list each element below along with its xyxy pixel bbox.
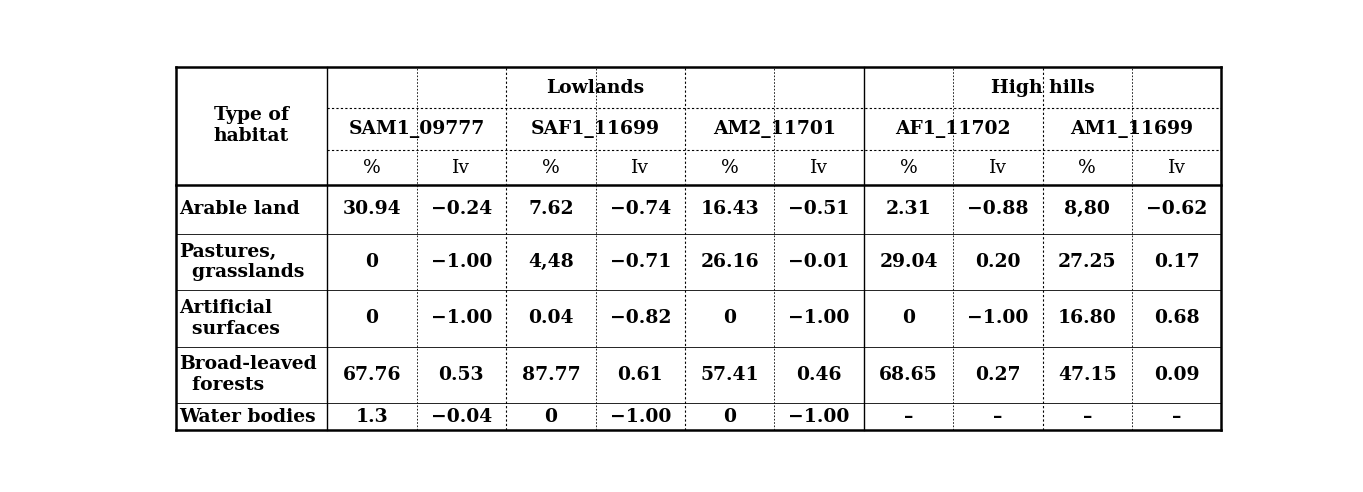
Text: 4,48: 4,48 [527,253,574,271]
Text: 0.53: 0.53 [439,366,484,384]
Text: 30.94: 30.94 [342,200,401,218]
Text: Lowlands: Lowlands [547,79,645,96]
Text: 0.09: 0.09 [1154,366,1199,384]
Text: AM2_11701: AM2_11701 [713,121,836,138]
Text: 0.04: 0.04 [527,309,574,328]
Text: Pastures,
  grasslands: Pastures, grasslands [179,243,304,281]
Text: 29.04: 29.04 [879,253,938,271]
Text: −1.00: −1.00 [431,309,492,328]
Text: 0: 0 [365,309,379,328]
Text: −0.88: −0.88 [968,200,1029,218]
Text: Water bodies: Water bodies [179,408,315,426]
Text: 2.31: 2.31 [886,200,931,218]
Text: %: % [721,158,739,177]
Text: 68.65: 68.65 [879,366,938,384]
Text: Type of
habitat: Type of habitat [214,106,289,145]
Text: −0.04: −0.04 [431,408,492,426]
Text: AM1_11699: AM1_11699 [1070,121,1194,138]
Text: 57.41: 57.41 [701,366,759,384]
Text: –: – [994,408,1003,426]
Text: 16.43: 16.43 [701,200,759,218]
Text: −0.74: −0.74 [609,200,671,218]
Text: Iv: Iv [453,158,470,177]
Text: %: % [542,158,560,177]
Text: SAF1_11699: SAF1_11699 [532,121,660,138]
Text: −0.51: −0.51 [788,200,849,218]
Text: 0: 0 [544,408,557,426]
Text: 0.27: 0.27 [975,366,1021,384]
Text: Iv: Iv [810,158,829,177]
Text: Arable land: Arable land [179,200,300,218]
Text: 0.61: 0.61 [617,366,662,384]
Text: Iv: Iv [1168,158,1186,177]
Text: 0.20: 0.20 [975,253,1021,271]
Text: 8,80: 8,80 [1065,200,1111,218]
Text: −1.00: −1.00 [609,408,671,426]
Text: −1.00: −1.00 [788,309,849,328]
Text: 0: 0 [902,309,915,328]
Text: %: % [363,158,380,177]
Text: 47.15: 47.15 [1058,366,1116,384]
Text: Broad-leaved
  forests: Broad-leaved forests [179,355,316,394]
Text: 0: 0 [724,309,736,328]
Text: High hills: High hills [991,79,1094,96]
Text: –: – [1172,408,1182,426]
Text: −0.01: −0.01 [788,253,849,271]
Text: −0.71: −0.71 [609,253,671,271]
Text: 16.80: 16.80 [1058,309,1116,328]
Text: −1.00: −1.00 [788,408,849,426]
Text: AF1_11702: AF1_11702 [895,121,1011,138]
Text: Artificial
  surfaces: Artificial surfaces [179,299,279,338]
Text: −0.82: −0.82 [609,309,671,328]
Text: SAM1_09777: SAM1_09777 [349,121,485,138]
Text: −0.62: −0.62 [1146,200,1208,218]
Text: 0: 0 [724,408,736,426]
Text: 0.46: 0.46 [796,366,842,384]
Text: 27.25: 27.25 [1058,253,1116,271]
Text: 26.16: 26.16 [701,253,759,271]
Text: 0: 0 [365,253,379,271]
Text: −0.24: −0.24 [431,200,492,218]
Text: 67.76: 67.76 [342,366,401,384]
Text: 0.17: 0.17 [1154,253,1199,271]
Text: Iv: Iv [990,158,1007,177]
Text: 1.3: 1.3 [356,408,388,426]
Text: –: – [1082,408,1092,426]
Text: 0.68: 0.68 [1154,309,1199,328]
Text: 87.77: 87.77 [522,366,581,384]
Text: %: % [1078,158,1096,177]
Text: Iv: Iv [631,158,649,177]
Text: %: % [900,158,917,177]
Text: –: – [904,408,913,426]
Text: −1.00: −1.00 [968,309,1029,328]
Text: −1.00: −1.00 [431,253,492,271]
Text: 7.62: 7.62 [527,200,574,218]
